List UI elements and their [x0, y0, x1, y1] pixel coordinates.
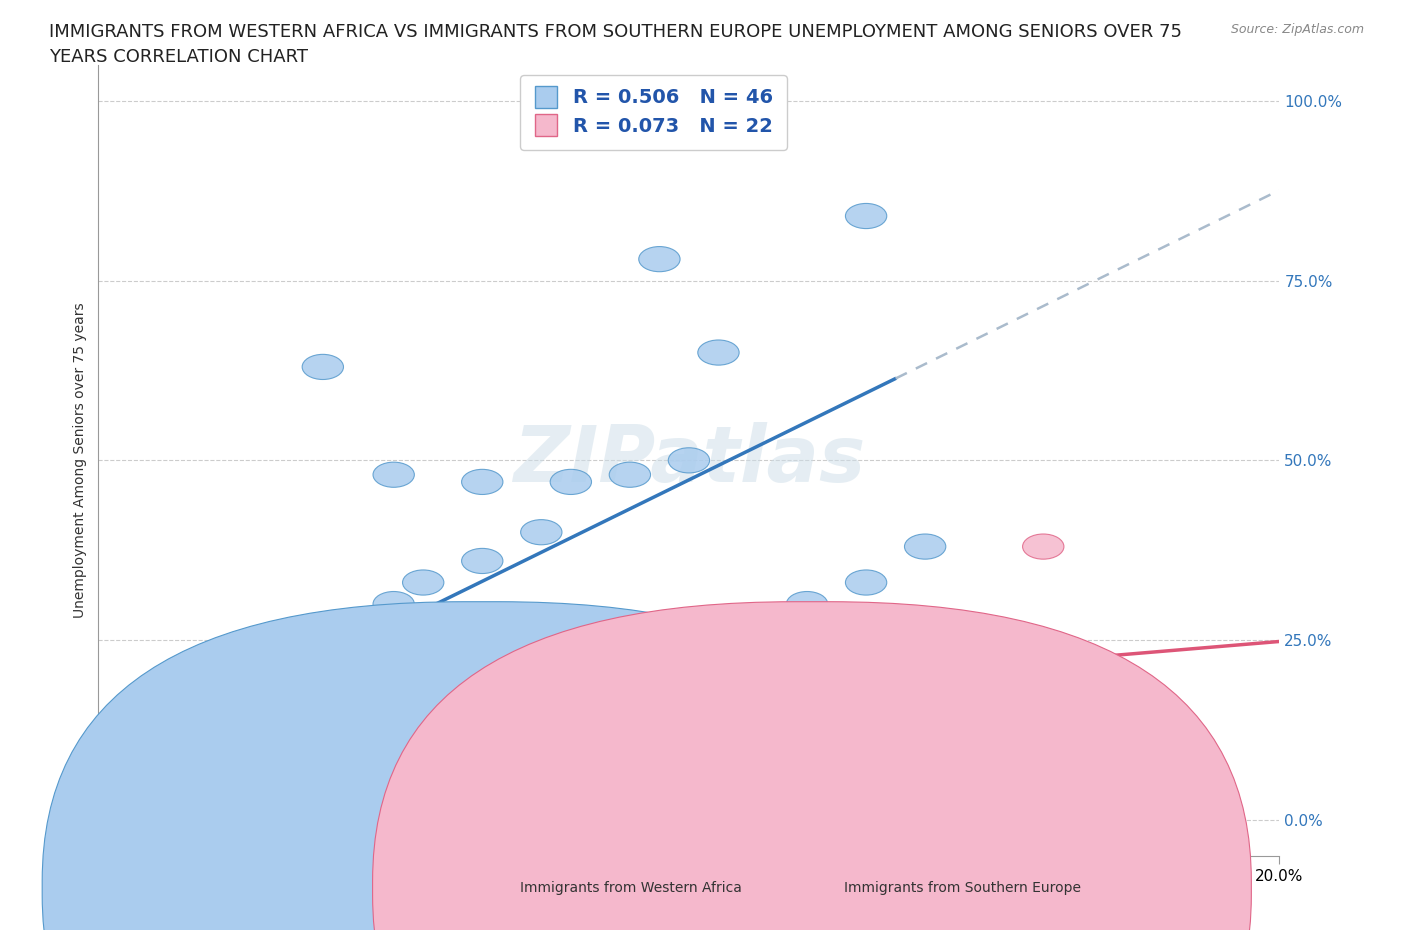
- Ellipse shape: [432, 699, 474, 724]
- Ellipse shape: [112, 764, 155, 790]
- Ellipse shape: [90, 786, 131, 811]
- Ellipse shape: [143, 750, 184, 775]
- Ellipse shape: [904, 534, 946, 559]
- Ellipse shape: [550, 470, 592, 495]
- Ellipse shape: [190, 721, 232, 746]
- Y-axis label: Unemployment Among Seniors over 75 years: Unemployment Among Seniors over 75 years: [73, 302, 87, 618]
- Text: Immigrants from Southern Europe: Immigrants from Southern Europe: [844, 881, 1081, 896]
- Ellipse shape: [225, 699, 267, 724]
- Ellipse shape: [160, 721, 202, 746]
- Text: Source: ZipAtlas.com: Source: ZipAtlas.com: [1230, 23, 1364, 36]
- Ellipse shape: [491, 684, 533, 711]
- Ellipse shape: [520, 520, 562, 545]
- Ellipse shape: [136, 728, 179, 753]
- Ellipse shape: [254, 692, 297, 717]
- Ellipse shape: [668, 684, 710, 711]
- Ellipse shape: [697, 340, 740, 365]
- Ellipse shape: [284, 663, 326, 688]
- Ellipse shape: [125, 736, 166, 761]
- Ellipse shape: [173, 728, 214, 753]
- Ellipse shape: [155, 736, 195, 761]
- Ellipse shape: [273, 671, 314, 696]
- Text: Immigrants from Western Africa: Immigrants from Western Africa: [520, 881, 742, 896]
- Ellipse shape: [96, 778, 136, 804]
- Ellipse shape: [195, 707, 238, 732]
- Ellipse shape: [120, 764, 160, 790]
- Ellipse shape: [609, 462, 651, 487]
- Ellipse shape: [284, 684, 326, 711]
- Ellipse shape: [149, 742, 190, 767]
- Ellipse shape: [373, 591, 415, 617]
- Legend: R = 0.506   N = 46, R = 0.073   N = 22: R = 0.506 N = 46, R = 0.073 N = 22: [520, 74, 786, 150]
- Ellipse shape: [1022, 534, 1064, 559]
- Text: YEARS CORRELATION CHART: YEARS CORRELATION CHART: [49, 48, 308, 66]
- Text: ZIPatlas: ZIPatlas: [513, 422, 865, 498]
- Ellipse shape: [155, 742, 195, 767]
- Ellipse shape: [845, 204, 887, 229]
- Ellipse shape: [84, 757, 125, 782]
- Ellipse shape: [1140, 736, 1182, 761]
- Ellipse shape: [343, 613, 385, 638]
- Ellipse shape: [160, 736, 202, 761]
- Ellipse shape: [609, 692, 651, 717]
- Ellipse shape: [254, 678, 297, 703]
- Ellipse shape: [225, 699, 267, 724]
- Ellipse shape: [550, 699, 592, 724]
- Ellipse shape: [179, 721, 219, 746]
- Ellipse shape: [461, 549, 503, 574]
- Ellipse shape: [786, 692, 828, 717]
- Ellipse shape: [238, 692, 278, 717]
- Ellipse shape: [402, 570, 444, 595]
- Ellipse shape: [786, 591, 828, 617]
- Text: IMMIGRANTS FROM WESTERN AFRICA VS IMMIGRANTS FROM SOUTHERN EUROPE UNEMPLOYMENT A: IMMIGRANTS FROM WESTERN AFRICA VS IMMIGR…: [49, 23, 1182, 41]
- Ellipse shape: [107, 771, 149, 796]
- Ellipse shape: [136, 750, 179, 775]
- Ellipse shape: [845, 570, 887, 595]
- Ellipse shape: [149, 728, 190, 753]
- Ellipse shape: [131, 757, 173, 782]
- Ellipse shape: [173, 713, 214, 738]
- Ellipse shape: [638, 246, 681, 272]
- Ellipse shape: [208, 707, 249, 732]
- Ellipse shape: [101, 771, 143, 796]
- Ellipse shape: [302, 354, 343, 379]
- Ellipse shape: [166, 728, 208, 753]
- Ellipse shape: [195, 713, 238, 738]
- Ellipse shape: [314, 663, 356, 688]
- Ellipse shape: [101, 742, 143, 767]
- Ellipse shape: [125, 757, 166, 782]
- Ellipse shape: [373, 462, 415, 487]
- Ellipse shape: [84, 792, 125, 817]
- Ellipse shape: [727, 613, 769, 638]
- Ellipse shape: [90, 750, 131, 775]
- Ellipse shape: [461, 470, 503, 495]
- Ellipse shape: [668, 447, 710, 473]
- Ellipse shape: [302, 657, 343, 682]
- Ellipse shape: [184, 721, 225, 746]
- Ellipse shape: [112, 736, 155, 761]
